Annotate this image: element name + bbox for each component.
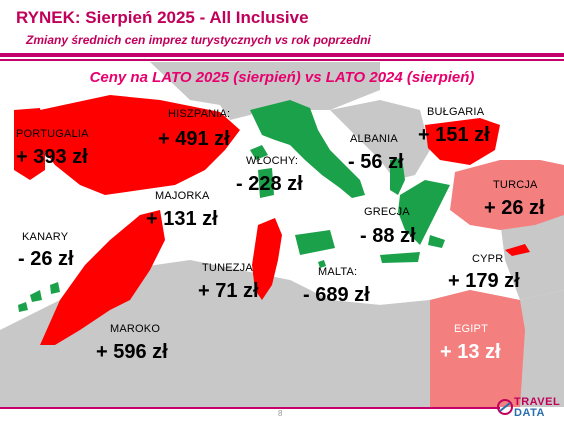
travel-data-logo: TRAVEL DATA	[496, 395, 562, 421]
value-cypr: + 179 zł	[448, 270, 520, 292]
country-portugal	[14, 108, 45, 180]
value-albania: - 56 zł	[348, 151, 404, 173]
value-grecja: - 88 zł	[360, 225, 416, 247]
label-maroko: MAROKO	[110, 323, 161, 335]
label-cypr: CYPR	[472, 253, 504, 265]
footer-divider	[0, 407, 500, 409]
value-kanary: - 26 zł	[18, 248, 74, 270]
country-turkey	[450, 160, 564, 230]
country-italy	[250, 100, 365, 198]
value-tunezja: + 71 zł	[198, 280, 259, 302]
land-balkans	[330, 100, 430, 180]
land-libya	[280, 280, 430, 407]
country-cyprus	[505, 244, 530, 256]
country-majorca	[250, 145, 268, 160]
country-morocco	[40, 210, 165, 345]
country-sicily	[295, 230, 335, 255]
page-subtitle: Zmiany średnich cen imprez turystycznych…	[26, 33, 371, 47]
label-bulgaria: BUŁGARIA	[427, 106, 485, 118]
country-greece	[398, 180, 450, 245]
value-turcja: + 26 zł	[484, 197, 545, 219]
value-bulgaria: + 151 zł	[418, 124, 490, 146]
value-malta: - 689 zł	[303, 284, 370, 306]
header-divider	[0, 53, 564, 57]
label-hiszpania: HISZPANIA:	[168, 108, 231, 120]
logo-text-bottom: DATA	[514, 407, 545, 419]
country-egypt	[430, 290, 525, 407]
country-bulgaria	[425, 118, 500, 165]
label-egipt: EGIPT	[454, 323, 489, 335]
price-change-map	[0, 62, 564, 407]
land-middle-east	[500, 210, 564, 300]
label-portugalia: PORTUGALIA	[16, 128, 89, 140]
label-malta: MALTA:	[318, 266, 358, 278]
page-number: 8	[278, 409, 283, 418]
value-maroko: + 596 zł	[96, 341, 168, 363]
label-turcja: TURCJA	[493, 179, 538, 191]
country-albania	[390, 158, 405, 195]
label-grecja: GRECJA	[364, 206, 410, 218]
value-egipt: + 13 zł	[440, 341, 501, 363]
label-kanary: KANARY	[22, 231, 69, 243]
country-canaries	[18, 282, 60, 312]
label-tunezja: TUNEZJA	[202, 262, 253, 274]
label-albania: ALBANIA	[350, 133, 398, 145]
country-malta	[318, 260, 326, 268]
value-portugalia: + 393 zł	[16, 146, 88, 168]
value-majorka: + 131 zł	[146, 208, 218, 230]
country-sardinia	[258, 168, 274, 198]
land-central-europe	[150, 62, 380, 120]
page-title: RYNEK: Sierpień 2025 - All Inclusive	[16, 8, 309, 27]
header-divider-thin	[0, 59, 564, 61]
label-wlochy: WŁOCHY:	[246, 155, 299, 167]
country-spain	[40, 95, 240, 195]
logo-text-top: TRAVEL	[514, 396, 561, 408]
value-hiszpania: + 491 zł	[158, 128, 230, 150]
country-greece-islands	[380, 235, 445, 263]
header: RYNEK: Sierpień 2025 - All Inclusive Zmi…	[0, 0, 564, 56]
country-tunisia	[252, 218, 282, 300]
logo-mark-icon	[497, 399, 513, 415]
value-wlochy: - 228 zł	[236, 173, 303, 195]
label-majorka: MAJORKA	[155, 190, 210, 202]
map-subtitle: Ceny na LATO 2025 (sierpień) vs LATO 202…	[89, 69, 475, 86]
